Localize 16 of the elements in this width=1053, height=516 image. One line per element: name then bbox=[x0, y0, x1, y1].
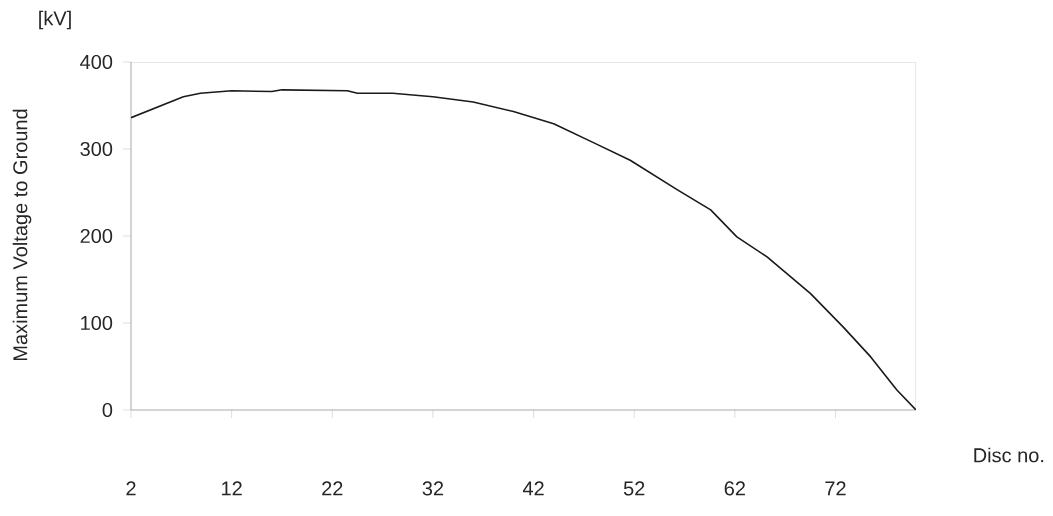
text: [kV] bbox=[39, 10, 71, 30]
y-tick-label: 400 bbox=[80, 54, 113, 70]
x-axis-title: Disc no. bbox=[974, 447, 1044, 463]
y-tick-label: 100 bbox=[81, 315, 113, 331]
x-tick-label: 42 bbox=[522, 481, 544, 496]
x-tick-label: 52 bbox=[623, 481, 645, 496]
x-tick-label: 22 bbox=[322, 481, 343, 496]
x-tick-label: 12 bbox=[222, 481, 242, 496]
x-tick-label: 62 bbox=[724, 481, 745, 496]
x-tick-label: 72 bbox=[825, 481, 846, 496]
y-tick-label: 0 bbox=[102, 402, 113, 418]
y-tick-label: 200 bbox=[80, 228, 113, 244]
y-tick-label: 300 bbox=[80, 141, 113, 157]
x-tick-label: 32 bbox=[422, 481, 444, 496]
y-axis-title: Maximum Voltage to Ground bbox=[12, 109, 32, 361]
x-tick-label: 2 bbox=[126, 481, 136, 496]
